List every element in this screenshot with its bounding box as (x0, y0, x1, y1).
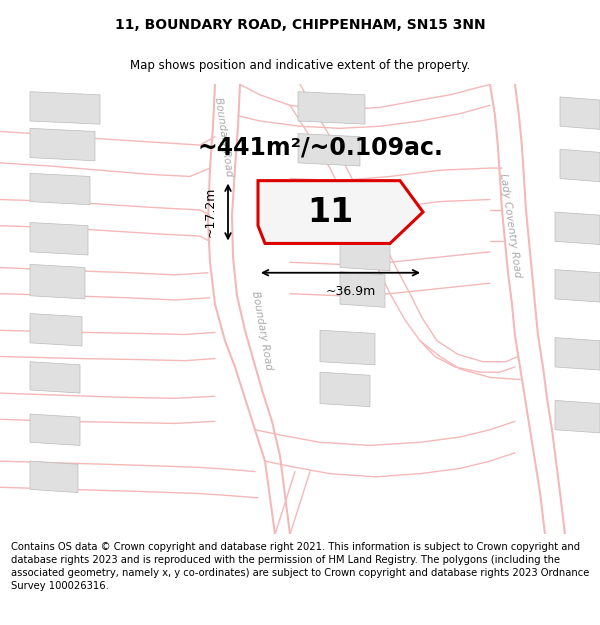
Text: 11, BOUNDARY ROAD, CHIPPENHAM, SN15 3NN: 11, BOUNDARY ROAD, CHIPPENHAM, SN15 3NN (115, 18, 485, 32)
Polygon shape (30, 92, 100, 124)
Polygon shape (320, 372, 370, 407)
Polygon shape (30, 264, 85, 299)
Text: Map shows position and indicative extent of the property.: Map shows position and indicative extent… (130, 59, 470, 72)
Polygon shape (560, 149, 600, 182)
Polygon shape (30, 173, 90, 205)
Polygon shape (30, 314, 82, 346)
Polygon shape (340, 199, 390, 234)
Polygon shape (30, 128, 95, 161)
Polygon shape (258, 181, 423, 244)
Polygon shape (555, 212, 600, 244)
Polygon shape (340, 272, 385, 308)
Polygon shape (30, 461, 78, 492)
Text: Boundary Road: Boundary Road (250, 290, 274, 371)
Text: Boundary Road: Boundary Road (214, 96, 235, 177)
Text: ~36.9m: ~36.9m (325, 285, 376, 298)
Polygon shape (320, 330, 375, 365)
Polygon shape (310, 181, 365, 218)
Polygon shape (340, 236, 390, 271)
Polygon shape (555, 401, 600, 433)
Text: Lady Coventry Road: Lady Coventry Road (498, 173, 522, 279)
Text: ~441m²/~0.109ac.: ~441m²/~0.109ac. (197, 135, 443, 159)
Text: Contains OS data © Crown copyright and database right 2021. This information is : Contains OS data © Crown copyright and d… (11, 542, 589, 591)
Polygon shape (298, 92, 365, 124)
Polygon shape (30, 414, 80, 446)
Polygon shape (555, 338, 600, 370)
Polygon shape (560, 97, 600, 129)
Polygon shape (30, 362, 80, 393)
Polygon shape (30, 222, 88, 255)
Text: ~17.2m: ~17.2m (203, 187, 217, 238)
Polygon shape (555, 269, 600, 302)
Text: 11: 11 (307, 196, 353, 229)
Polygon shape (298, 134, 360, 166)
